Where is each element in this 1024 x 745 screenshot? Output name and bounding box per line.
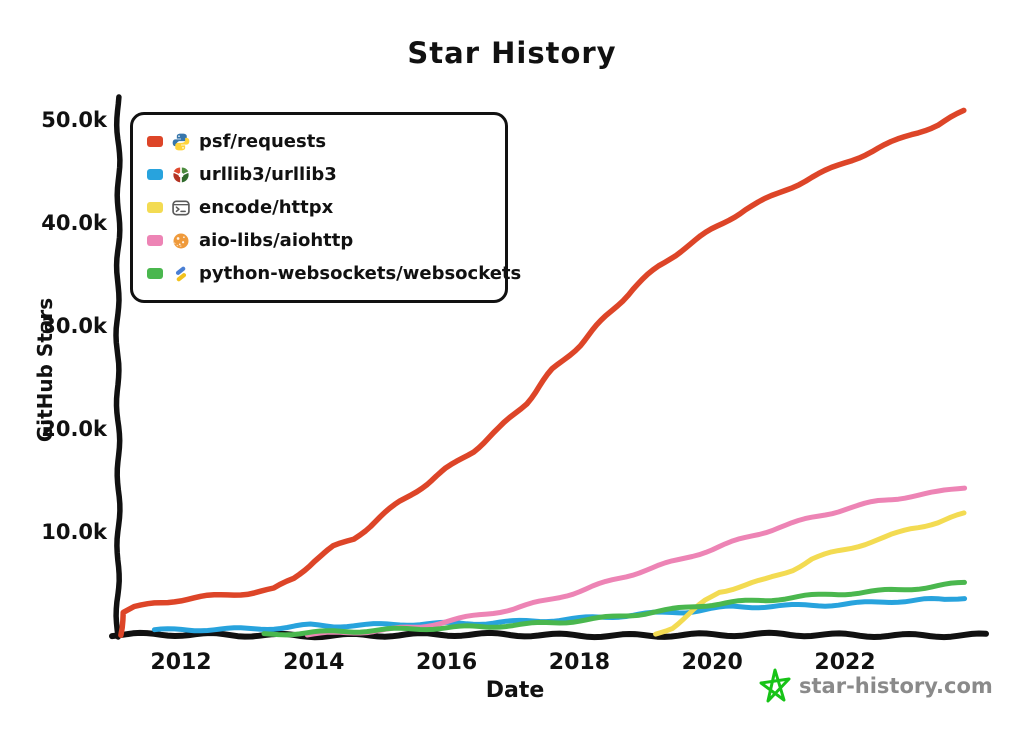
legend-item-aiohttp: aio-libs/aiohttp <box>147 224 491 257</box>
x-tick-label-2012: 2012 <box>150 650 212 675</box>
x-axis-title: Date <box>485 678 545 703</box>
star-history-star-icon <box>757 667 793 705</box>
x-axis-line <box>109 629 989 641</box>
legend-item-psf-requests: psf/requests <box>147 125 491 158</box>
legend: psf/requests urllib3/urllib3 encode/http… <box>130 112 521 303</box>
y-tick-label-10.0k: 10.0k <box>41 520 107 544</box>
x-tick-label-2018: 2018 <box>548 650 611 675</box>
series-line-python-websockets/websockets <box>261 579 967 638</box>
y-tick-label-20.0k: 20.0k <box>41 417 107 441</box>
series-color-swatch <box>147 169 163 180</box>
y-tick-label-40.0k: 40.0k <box>41 211 107 235</box>
legend-item-httpx: encode/httpx <box>147 191 491 224</box>
x-tick-label-2014: 2014 <box>283 650 345 675</box>
series-color-swatch <box>147 136 163 147</box>
python-icon <box>171 132 191 152</box>
y-tick-label-50.0k: 50.0k <box>41 108 107 132</box>
legend-item-websockets: python-websockets/websockets <box>147 257 521 290</box>
urllib3-icon <box>171 165 191 185</box>
websockets-icon <box>171 264 191 284</box>
terminal-icon <box>171 198 191 218</box>
series-color-swatch <box>147 235 163 246</box>
series-line-encode/httpx <box>653 510 967 637</box>
legend-item-urllib3: urllib3/urllib3 <box>147 158 491 191</box>
watermark-label: star-history.com <box>799 674 993 698</box>
x-tick-label-2020: 2020 <box>681 650 743 675</box>
series-color-swatch <box>147 268 163 279</box>
legend-label: urllib3/urllib3 <box>199 164 337 185</box>
watermark: star-history.com <box>757 667 993 705</box>
series-color-swatch <box>147 202 163 213</box>
legend-label: aio-libs/aiohttp <box>199 230 354 251</box>
x-tick-label-2016: 2016 <box>415 650 478 675</box>
legend-label: python-websockets/websockets <box>199 263 522 284</box>
legend-label: psf/requests <box>199 131 327 152</box>
series-line-psf/requests <box>118 107 967 638</box>
chart-title: Star History <box>407 36 617 70</box>
y-tick-label-30.0k: 30.0k <box>41 314 107 338</box>
series-line-urllib3/urllib3 <box>151 596 968 634</box>
legend-label: encode/httpx <box>199 197 334 218</box>
x-tick-label-2022: 2022 <box>814 650 876 675</box>
aiohttp-icon <box>171 231 191 251</box>
y-axis-line <box>113 94 123 640</box>
